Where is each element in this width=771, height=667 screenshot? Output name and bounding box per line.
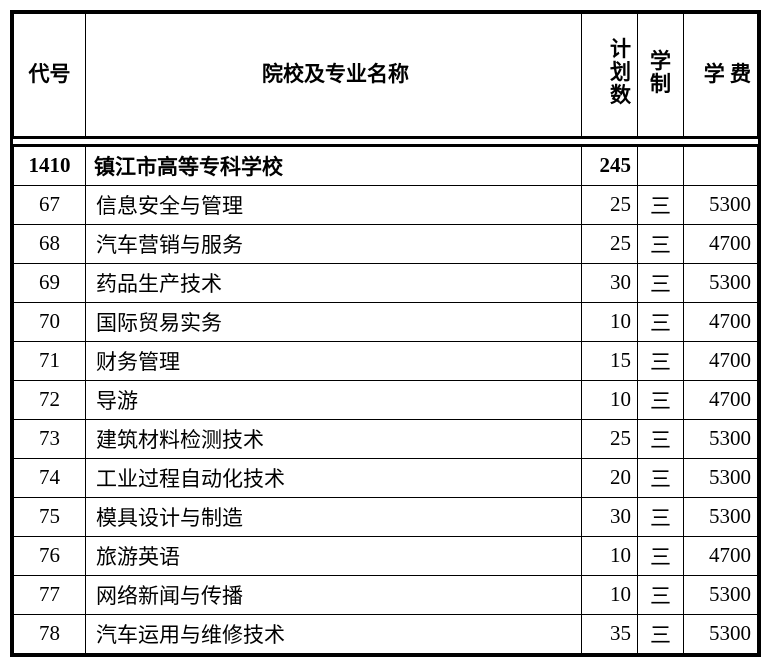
major-duration: 三 — [638, 458, 684, 497]
major-name: 信息安全与管理 — [86, 185, 582, 224]
major-code: 75 — [14, 497, 86, 536]
major-code: 78 — [14, 614, 86, 653]
major-plan: 10 — [582, 536, 638, 575]
major-duration: 三 — [638, 614, 684, 653]
school-fee — [684, 145, 758, 185]
major-fee: 5300 — [684, 263, 758, 302]
table-body: 1410镇江市高等专科学校24567信息安全与管理25三530068汽车营销与服… — [14, 137, 758, 653]
admissions-table-container: 代号 院校及专业名称 计 划 数 学 制 学 费 1410镇江市高等专科学校24… — [10, 10, 761, 657]
major-name: 工业过程自动化技术 — [86, 458, 582, 497]
table-row: 69药品生产技术30三5300 — [14, 263, 758, 302]
major-fee: 5300 — [684, 458, 758, 497]
major-duration: 三 — [638, 263, 684, 302]
major-name: 汽车营销与服务 — [86, 224, 582, 263]
major-plan: 20 — [582, 458, 638, 497]
major-name: 模具设计与制造 — [86, 497, 582, 536]
header-code: 代号 — [14, 14, 86, 138]
table-row: 67信息安全与管理25三5300 — [14, 185, 758, 224]
table-row: 68汽车营销与服务25三4700 — [14, 224, 758, 263]
school-code: 1410 — [14, 145, 86, 185]
major-fee: 5300 — [684, 419, 758, 458]
school-row: 1410镇江市高等专科学校245 — [14, 145, 758, 185]
major-plan: 30 — [582, 497, 638, 536]
major-name: 药品生产技术 — [86, 263, 582, 302]
major-plan: 35 — [582, 614, 638, 653]
school-name: 镇江市高等专科学校 — [86, 145, 582, 185]
table-header: 代号 院校及专业名称 计 划 数 学 制 学 费 — [14, 14, 758, 138]
major-fee: 5300 — [684, 575, 758, 614]
major-fee: 4700 — [684, 380, 758, 419]
school-duration — [638, 145, 684, 185]
major-code: 71 — [14, 341, 86, 380]
major-plan: 10 — [582, 380, 638, 419]
major-duration: 三 — [638, 341, 684, 380]
major-name: 网络新闻与传播 — [86, 575, 582, 614]
table-row: 72导游10三4700 — [14, 380, 758, 419]
major-code: 70 — [14, 302, 86, 341]
table-row: 76旅游英语10三4700 — [14, 536, 758, 575]
divider-cell — [14, 137, 758, 145]
major-name: 建筑材料检测技术 — [86, 419, 582, 458]
major-duration: 三 — [638, 536, 684, 575]
major-duration: 三 — [638, 497, 684, 536]
major-code: 72 — [14, 380, 86, 419]
major-duration: 三 — [638, 419, 684, 458]
major-code: 68 — [14, 224, 86, 263]
major-name: 导游 — [86, 380, 582, 419]
major-fee: 5300 — [684, 497, 758, 536]
major-code: 74 — [14, 458, 86, 497]
major-code: 77 — [14, 575, 86, 614]
major-duration: 三 — [638, 380, 684, 419]
major-fee: 5300 — [684, 614, 758, 653]
major-name: 旅游英语 — [86, 536, 582, 575]
table-row: 75模具设计与制造30三5300 — [14, 497, 758, 536]
major-code: 73 — [14, 419, 86, 458]
major-fee: 4700 — [684, 536, 758, 575]
major-plan: 25 — [582, 185, 638, 224]
major-duration: 三 — [638, 302, 684, 341]
table-row: 78汽车运用与维修技术35三5300 — [14, 614, 758, 653]
admissions-table: 代号 院校及专业名称 计 划 数 学 制 学 费 1410镇江市高等专科学校24… — [13, 13, 758, 654]
header-duration: 学 制 — [638, 14, 684, 138]
major-name: 汽车运用与维修技术 — [86, 614, 582, 653]
table-row: 73建筑材料检测技术25三5300 — [14, 419, 758, 458]
major-code: 67 — [14, 185, 86, 224]
major-duration: 三 — [638, 224, 684, 263]
major-plan: 25 — [582, 419, 638, 458]
major-name: 财务管理 — [86, 341, 582, 380]
table-row: 70国际贸易实务10三4700 — [14, 302, 758, 341]
major-duration: 三 — [638, 185, 684, 224]
table-row: 74工业过程自动化技术20三5300 — [14, 458, 758, 497]
major-plan: 10 — [582, 302, 638, 341]
major-fee: 4700 — [684, 341, 758, 380]
school-plan: 245 — [582, 145, 638, 185]
table-row: 71财务管理15三4700 — [14, 341, 758, 380]
major-name: 国际贸易实务 — [86, 302, 582, 341]
major-plan: 10 — [582, 575, 638, 614]
header-fee: 学 费 — [684, 14, 758, 138]
major-code: 76 — [14, 536, 86, 575]
header-name: 院校及专业名称 — [86, 14, 582, 138]
header-row: 代号 院校及专业名称 计 划 数 学 制 学 费 — [14, 14, 758, 138]
major-plan: 15 — [582, 341, 638, 380]
major-plan: 25 — [582, 224, 638, 263]
major-fee: 4700 — [684, 224, 758, 263]
major-fee: 4700 — [684, 302, 758, 341]
header-plan: 计 划 数 — [582, 14, 638, 138]
header-divider — [14, 137, 758, 145]
major-plan: 30 — [582, 263, 638, 302]
major-duration: 三 — [638, 575, 684, 614]
major-fee: 5300 — [684, 185, 758, 224]
major-code: 69 — [14, 263, 86, 302]
table-row: 77网络新闻与传播10三5300 — [14, 575, 758, 614]
